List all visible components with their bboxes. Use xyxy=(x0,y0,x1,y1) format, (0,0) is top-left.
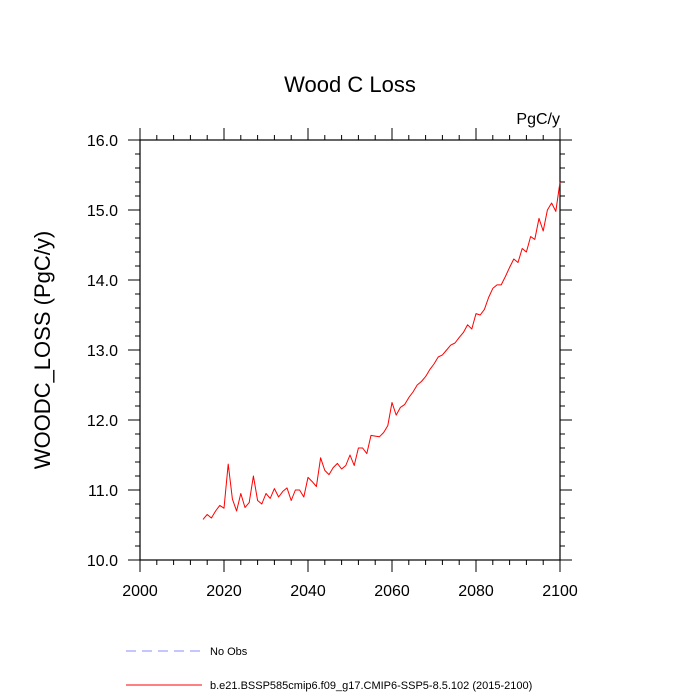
x-tick-label: 2100 xyxy=(542,583,578,600)
legend: No Obs b.e21.BSSP585cmip6.f09_g17.CMIP6-… xyxy=(126,646,532,692)
series-group xyxy=(202,181,561,520)
y-tick-label: 15.0 xyxy=(87,203,118,220)
chart-title: Wood C Loss xyxy=(284,72,416,97)
y-tick-label: 16.0 xyxy=(87,133,118,150)
x-tick-label: 2060 xyxy=(374,583,410,600)
x-tick-label: 2000 xyxy=(122,583,158,600)
axis-ticks xyxy=(128,128,572,572)
x-tick-label: 2080 xyxy=(458,583,494,600)
y-tick-label: 11.0 xyxy=(88,483,118,500)
x-tick-label: 2040 xyxy=(290,583,326,600)
plot-frame xyxy=(139,139,561,561)
y-tick-label: 10.0 xyxy=(87,553,118,570)
y-axis-label: WOODC_LOSS (PgC/y) xyxy=(30,231,55,469)
series-line xyxy=(202,181,561,520)
y-tick-label: 14.0 xyxy=(87,273,118,290)
axis-tick-labels: 2000 2020 2040 2060 2080 2100 10.0 11.0 12.0 13.0… xyxy=(87,133,578,600)
legend-label-no-obs: No Obs xyxy=(210,646,248,658)
x-tick-label: 2020 xyxy=(206,583,242,600)
legend-label-model: b.e21.BSSP585cmip6.f09_g17.CMIP6-SSP5-8.… xyxy=(210,680,532,692)
y-tick-label: 12.0 xyxy=(87,413,118,430)
units-label: PgC/y xyxy=(516,111,560,128)
y-tick-label: 13.0 xyxy=(87,343,118,360)
